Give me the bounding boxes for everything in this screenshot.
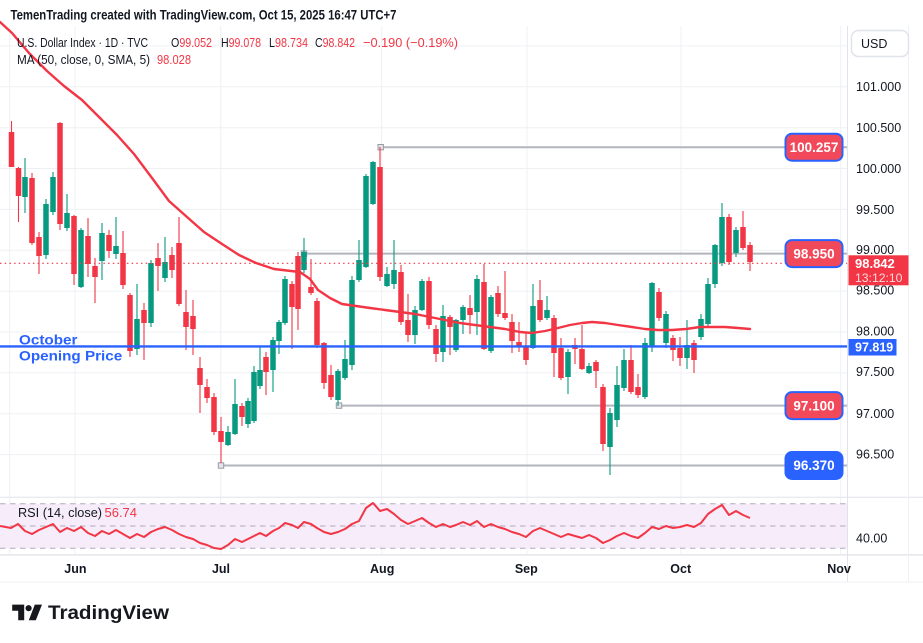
svg-text:98.500: 98.500	[856, 284, 894, 298]
svg-text:96.500: 96.500	[856, 448, 894, 462]
svg-text:O99.052: O99.052	[171, 35, 212, 50]
svg-text:Nov: Nov	[827, 562, 851, 576]
svg-text:100.000: 100.000	[856, 162, 901, 176]
svg-text:40.00: 40.00	[856, 532, 887, 546]
svg-text:Oct: Oct	[670, 562, 692, 576]
svg-text:TemenTrading created with Trad: TemenTrading created with TradingView.co…	[11, 8, 397, 23]
svg-text:Jul: Jul	[212, 562, 230, 576]
svg-text:U.S. Dollar Index · 1D · TVC: U.S. Dollar Index · 1D · TVC	[17, 35, 148, 50]
svg-text:99.000: 99.000	[856, 243, 894, 257]
svg-text:98.950: 98.950	[793, 246, 834, 261]
svg-text:56.74: 56.74	[105, 506, 138, 520]
svg-text:Aug: Aug	[370, 562, 394, 576]
svg-text:98.842: 98.842	[855, 256, 895, 271]
svg-text:13:12:10: 13:12:10	[855, 271, 903, 285]
svg-text:97.500: 97.500	[856, 365, 894, 379]
svg-text:October: October	[19, 332, 78, 348]
svg-text:H99.078: H99.078	[221, 35, 261, 50]
svg-text:Opening Price: Opening Price	[19, 348, 122, 364]
svg-text:101.000: 101.000	[856, 80, 901, 94]
svg-text:98.028: 98.028	[157, 52, 191, 67]
svg-text:98.000: 98.000	[856, 325, 894, 339]
svg-text:100.500: 100.500	[856, 121, 901, 135]
svg-text:97.819: 97.819	[855, 341, 893, 355]
svg-text:97.000: 97.000	[856, 407, 894, 421]
svg-text:100.257: 100.257	[790, 140, 839, 155]
svg-text:TradingView: TradingView	[48, 602, 170, 624]
svg-text:Jun: Jun	[64, 562, 86, 576]
svg-text:−0.190 (−0.19%): −0.190 (−0.19%)	[363, 35, 458, 50]
svg-text:L98.734: L98.734	[269, 35, 308, 50]
svg-text:97.100: 97.100	[793, 398, 834, 413]
svg-text:C98.842: C98.842	[315, 35, 355, 50]
svg-text:96.370: 96.370	[793, 458, 834, 473]
svg-text:Sep: Sep	[515, 562, 538, 576]
svg-text:USD: USD	[861, 37, 887, 51]
svg-text:MA (50, close, 0, SMA, 5): MA (50, close, 0, SMA, 5)	[17, 52, 150, 67]
svg-text:RSI (14, close): RSI (14, close)	[18, 506, 102, 520]
svg-text:99.500: 99.500	[856, 203, 894, 217]
